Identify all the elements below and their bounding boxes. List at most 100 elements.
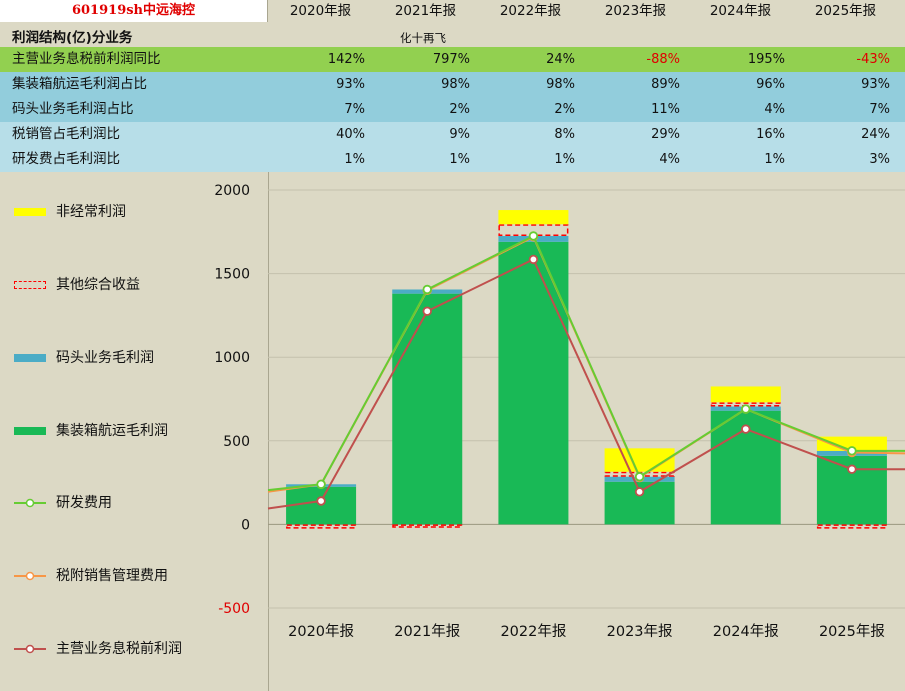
legend-label: 研发费用 bbox=[56, 495, 112, 511]
metric-value: -43% bbox=[856, 52, 890, 67]
metric-value: 93% bbox=[861, 77, 890, 92]
legend-label: 码头业务毛利润 bbox=[56, 350, 154, 366]
legend-label: 其他综合收益 bbox=[56, 277, 140, 293]
metric-row: 码头业务毛利润占比 7% 2% 2% 11% 4% 7% bbox=[0, 97, 905, 122]
metric-value: 7% bbox=[869, 102, 890, 117]
metric-value: 93% bbox=[336, 77, 365, 92]
point-ebit bbox=[634, 487, 645, 497]
line-rnd bbox=[267, 234, 905, 492]
point-ebit bbox=[528, 254, 539, 265]
legend-swatch bbox=[14, 493, 46, 513]
metric-value: 98% bbox=[546, 77, 575, 92]
metric-value: 98% bbox=[441, 77, 470, 92]
legend-swatch bbox=[14, 427, 46, 435]
metric-value: 24% bbox=[546, 52, 575, 67]
metric-value: 16% bbox=[756, 127, 785, 142]
metric-label: 码头业务毛利润占比 bbox=[12, 101, 134, 117]
metric-value: 2% bbox=[554, 102, 575, 117]
x-tick-label: 2024年报 bbox=[713, 623, 779, 640]
header-year: 2024年报 bbox=[709, 3, 772, 19]
bar-nonrecurring bbox=[710, 386, 781, 403]
bar-oci bbox=[286, 524, 357, 529]
header-year: 2025年报 bbox=[814, 3, 877, 19]
header-row: 601919sh中远海控 2020年报 2021年报 2022年报 2023年报… bbox=[0, 0, 905, 22]
point-ebit bbox=[847, 464, 857, 474]
bar-nonrecurring bbox=[498, 210, 569, 225]
bar-oci bbox=[392, 524, 463, 528]
section-note: 化十再飞 bbox=[400, 31, 446, 45]
legend-label: 集装箱航运毛利润 bbox=[56, 423, 168, 439]
metric-value: 4% bbox=[764, 102, 785, 117]
ticker-label: 601919sh中远海控 bbox=[0, 0, 268, 22]
y-tick-label: 500 bbox=[223, 434, 250, 450]
metric-value: 89% bbox=[651, 77, 680, 92]
metric-value: 40% bbox=[336, 127, 365, 142]
metric-value: 797% bbox=[432, 52, 470, 67]
line-ebit bbox=[267, 258, 905, 510]
metric-value: 1% bbox=[554, 152, 575, 167]
bar-shipping bbox=[392, 293, 463, 525]
metric-label: 研发费占毛利润比 bbox=[12, 151, 120, 167]
metric-value: 29% bbox=[651, 127, 680, 142]
bar-shipping bbox=[498, 241, 569, 525]
metric-value: 3% bbox=[869, 152, 890, 167]
section-row: 利润结构(亿)分业务 化十再飞 bbox=[0, 22, 905, 46]
metric-label: 集装箱航运毛利润占比 bbox=[12, 76, 147, 92]
metric-value: 24% bbox=[861, 127, 890, 142]
metric-value: 1% bbox=[449, 152, 470, 167]
metric-value: 1% bbox=[764, 152, 785, 167]
point-rnd bbox=[316, 479, 326, 489]
metric-row: 集装箱航运毛利润占比 93% 98% 98% 89% 96% 93% bbox=[0, 72, 905, 97]
metric-value: 9% bbox=[449, 127, 470, 142]
y-tick-label: 1500 bbox=[214, 267, 250, 283]
x-tick-label: 2023年报 bbox=[607, 623, 673, 640]
point-rnd bbox=[528, 231, 539, 241]
chart-legend: 非经常利润其他综合收益 码头业务毛利润 集装箱航运毛利润 研发费用税附销售管理费用 主营… bbox=[0, 172, 268, 691]
point-rnd bbox=[422, 284, 432, 295]
point-ebit bbox=[316, 496, 326, 506]
point-rnd bbox=[741, 404, 751, 414]
y-tick-label: 0 bbox=[241, 517, 250, 533]
header-year: 2023年报 bbox=[604, 3, 667, 19]
legend-swatch bbox=[14, 639, 46, 659]
bar-oci bbox=[816, 524, 887, 529]
metric-value: 8% bbox=[554, 127, 575, 142]
metric-row: 主营业务息税前利润同比 142% 797% 24% -88% 195% -43% bbox=[0, 47, 905, 72]
header-year: 2022年报 bbox=[499, 3, 562, 19]
x-tick-label: 2022年报 bbox=[500, 623, 566, 640]
metric-value: 142% bbox=[327, 52, 365, 67]
legend-label: 非经常利润 bbox=[56, 204, 126, 220]
metric-label: 税销管占毛利润比 bbox=[12, 126, 120, 142]
point-ebit bbox=[422, 306, 432, 316]
metric-value: 7% bbox=[344, 102, 365, 117]
header-year: 2021年报 bbox=[394, 3, 457, 19]
y-tick-label: 1000 bbox=[214, 350, 250, 366]
header-year: 2020年报 bbox=[289, 3, 352, 19]
metric-value: 195% bbox=[747, 52, 785, 67]
legend-label: 主营业务息税前利润 bbox=[56, 641, 182, 657]
metric-label: 主营业务息税前利润同比 bbox=[12, 51, 161, 67]
legend-label: 税附销售管理费用 bbox=[56, 568, 168, 584]
point-ebit bbox=[741, 424, 751, 434]
metric-value: 2% bbox=[449, 102, 470, 117]
point-rnd bbox=[847, 446, 857, 456]
legend-swatch bbox=[14, 566, 46, 586]
legend-swatch bbox=[14, 354, 46, 362]
metric-value: 1% bbox=[344, 152, 365, 167]
metric-value: 96% bbox=[756, 77, 785, 92]
metric-value: 11% bbox=[651, 102, 680, 117]
legend-swatch bbox=[14, 281, 46, 289]
metric-row: 研发费占毛利润比 1% 1% 1% 4% 1% 3% bbox=[0, 147, 905, 172]
metric-value: -88% bbox=[646, 52, 680, 67]
bar-nonrecurring bbox=[816, 436, 887, 451]
divider bbox=[268, 172, 269, 691]
section-title: 利润结构(亿)分业务 bbox=[12, 30, 133, 46]
x-tick-label: 2025年报 bbox=[819, 623, 885, 640]
metric-value: 4% bbox=[659, 152, 680, 167]
y-tick-label: -500 bbox=[218, 601, 250, 617]
x-tick-label: 2021年报 bbox=[394, 623, 460, 640]
y-tick-label: 2000 bbox=[214, 183, 250, 199]
point-rnd bbox=[634, 472, 645, 482]
legend-swatch bbox=[14, 208, 46, 216]
